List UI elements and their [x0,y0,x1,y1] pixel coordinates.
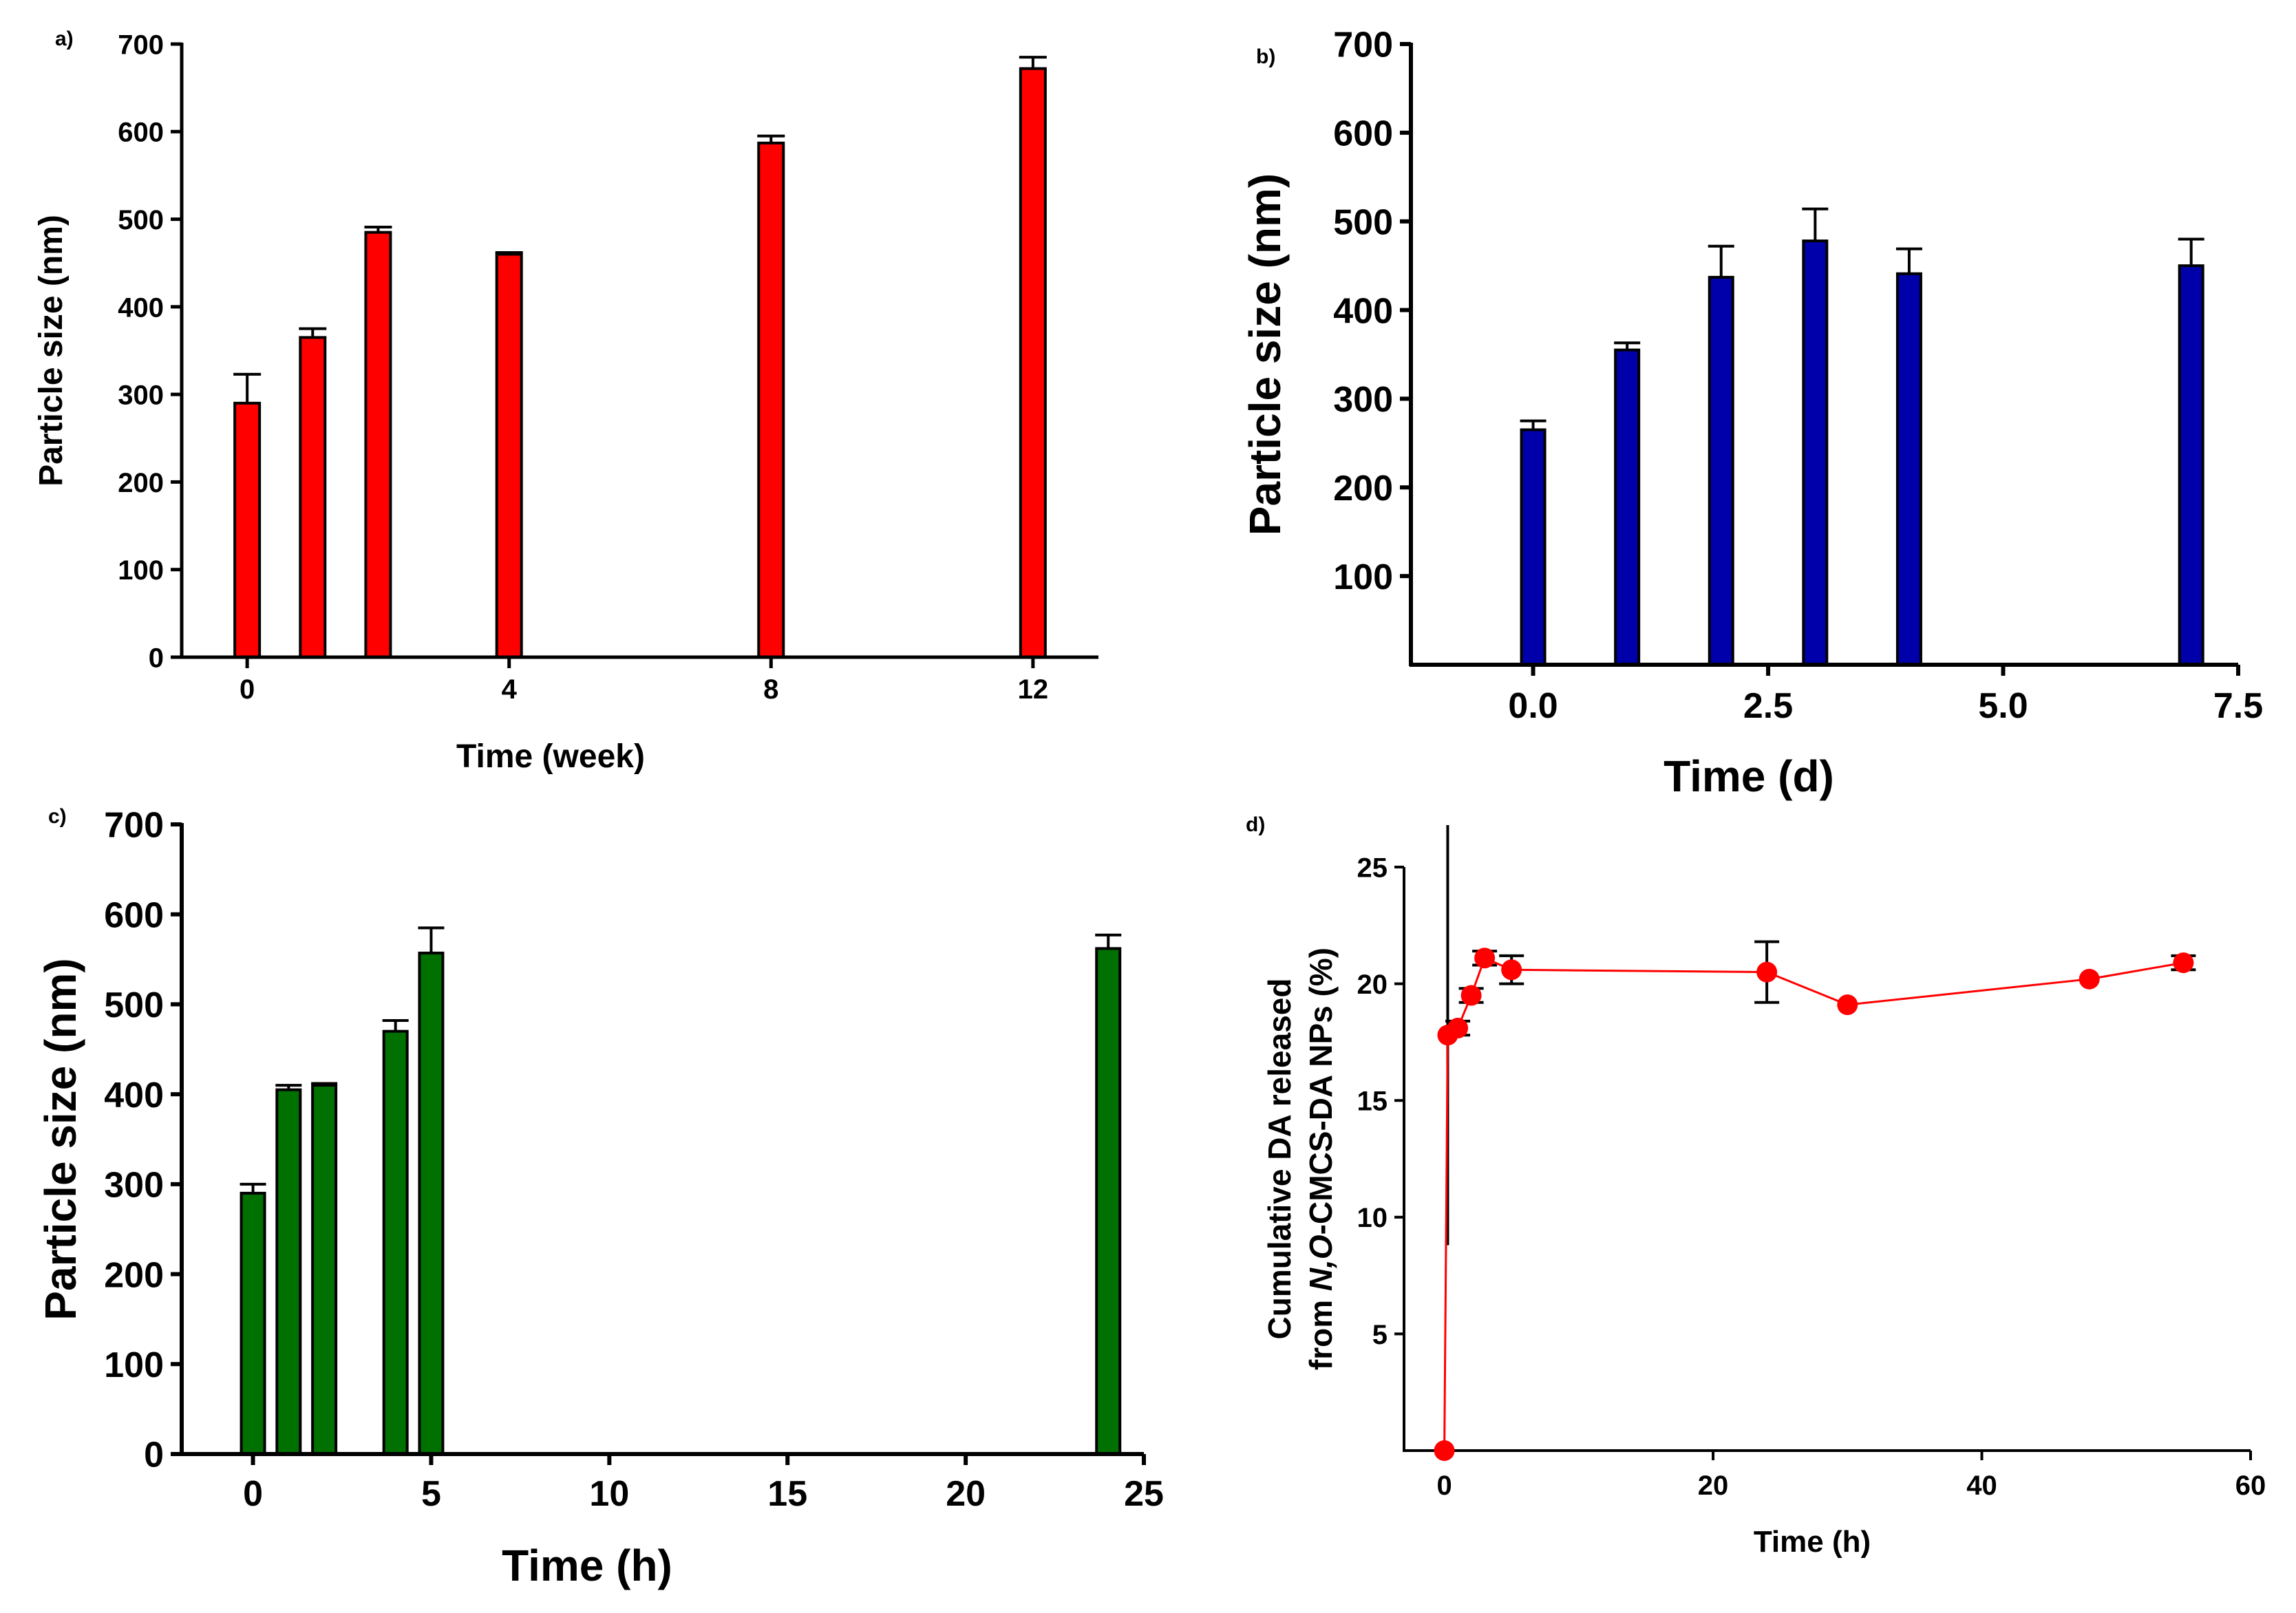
bar [418,951,445,1455]
y-axis-label-line1: Cumulative DA released [1262,979,1297,1340]
y-axis-label: Particle size (nm) [1240,173,1290,535]
x-tick-label: 5.0 [1978,686,2028,726]
x-tick-label: 10 [589,1474,629,1514]
y-tick-label: 700 [104,806,164,846]
data-point [2079,968,2100,990]
y-tick-label: 200 [118,468,164,498]
y-tick-label: 100 [1333,557,1393,597]
bar [233,401,262,659]
x-tick-label: 2.5 [1743,686,1793,726]
bar [240,1191,266,1456]
y-tick-label: 300 [104,1166,164,1206]
panel-b: b) 100 200 300 400 500 600 700 0.0 2.5 5.0 7.5 Time … [1240,25,2263,801]
panel-d: d) 5 10 15 20 25 0 20 40 60 Time (h) Cumulative DA … [1246,813,2266,1559]
x-tick-label: 0 [243,1474,263,1514]
x-tick-label: 20 [1698,1471,1729,1501]
y-tick-label: 600 [104,895,164,935]
series-line [1443,957,2184,1451]
bar [1520,428,1546,666]
y-tick-label: 500 [1333,202,1393,242]
data-point [1756,961,1778,983]
x-tick-label: 12 [1018,674,1049,705]
y-tick-label: 400 [104,1076,164,1115]
data-point [1501,959,1522,981]
bar [311,1084,338,1455]
y-tick-label: 200 [1333,469,1393,509]
y-tick-label: 200 [104,1255,164,1295]
x-tick-label: 0.0 [1508,686,1558,726]
y-tick-label: 600 [1333,114,1393,154]
y-axis-label-italic: N,O [1303,1235,1339,1291]
data-point [1434,1440,1455,1461]
y-axis-label-line2: from N,O-CMCS-DA NPs (%) [1303,948,1339,1370]
y-tick-label: 25 [1357,853,1388,883]
bar [1019,67,1047,659]
y-tick-label: 700 [118,30,164,60]
x-tick-label: 15 [767,1474,807,1514]
y-tick-label: 0 [149,643,164,673]
panel-label: d) [1246,813,1265,836]
data-point [1474,948,1496,969]
data-point [1447,1018,1469,1039]
y-tick-label: 5 [1372,1320,1388,1350]
bar [495,253,523,659]
x-tick-label: 4 [502,674,518,705]
y-tick-label: 15 [1357,1087,1388,1117]
y-tick-label: 500 [104,985,164,1025]
x-tick-label: 5 [421,1474,441,1514]
bar [299,336,327,659]
y-tick-label: 600 [118,118,164,148]
bar [382,1029,409,1455]
y-axis-label: Particle size (nm) [36,958,85,1320]
bar [1095,947,1122,1455]
panel-label: b) [1256,45,1275,68]
data-point [2173,952,2194,974]
bar [1895,272,1922,666]
x-tick-label: 8 [763,674,778,705]
bar [1708,275,1734,666]
y-axis-label-suffix: -CMCS-DA NPs (%) [1303,948,1339,1235]
y-tick-label: 500 [118,205,164,235]
bar [757,141,785,659]
y-tick-label: 400 [1333,291,1393,331]
x-tick-label: 0 [240,674,255,705]
y-tick-label: 400 [118,292,164,323]
panel-label: a) [55,28,74,50]
x-tick-label: 25 [1124,1474,1164,1514]
bar [1802,239,1829,666]
y-tick-label: 10 [1357,1203,1388,1233]
panel-label: c) [48,805,67,828]
bar [275,1088,302,1456]
x-tick-label: 20 [946,1474,986,1514]
x-axis-label: Time (week) [456,738,645,775]
y-tick-label: 300 [1333,380,1393,420]
bar [2178,264,2204,666]
data-point [1460,985,1482,1006]
y-axis-label-prefix: from [1303,1291,1339,1370]
x-axis-label: Time (d) [1663,751,1834,801]
x-axis-label: Time (h) [1754,1525,1871,1559]
y-tick-label: 100 [104,1345,164,1385]
data-point [1837,994,1858,1016]
y-tick-label: 700 [1333,25,1393,65]
y-tick-label: 300 [118,381,164,411]
x-tick-label: 40 [1966,1471,1997,1501]
x-tick-label: 0 [1436,1471,1452,1501]
panel-c: c) 0 100 200 300 400 500 600 700 0 5 10 15 20 25 Time (… [36,805,1164,1590]
y-axis-label: Particle size (nm) [33,215,70,487]
x-tick-label: 60 [2235,1471,2266,1501]
bar [1614,348,1641,666]
x-tick-label: 7.5 [2213,686,2263,726]
y-tick-label: 100 [118,555,164,586]
panel-a: a) 0 100 200 300 400 500 600 700 0 4 8 12 Time (week)… [33,28,1098,775]
bar [364,231,392,659]
y-tick-label: 0 [144,1435,164,1475]
y-tick-label: 20 [1357,970,1388,1000]
x-axis-label: Time (h) [502,1541,672,1590]
